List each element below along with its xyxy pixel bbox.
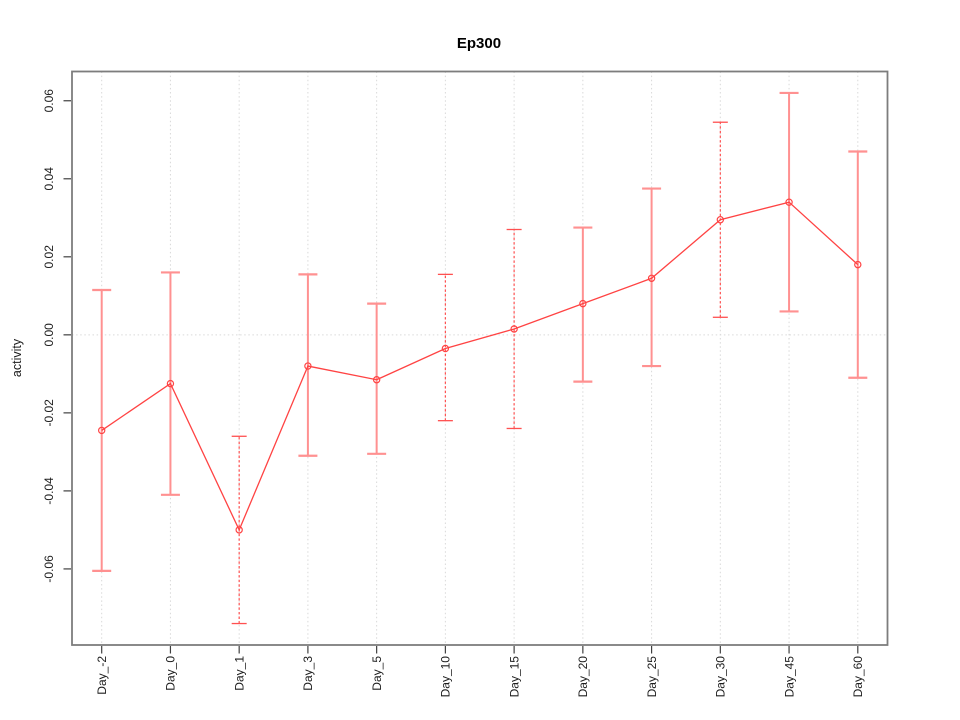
y-tick-label: -0.06	[42, 555, 56, 583]
x-tick-label: Day_15	[507, 656, 521, 698]
y-tick-label: 0.02	[42, 245, 56, 269]
data-point	[647, 274, 656, 282]
chart-title: Ep300	[457, 35, 501, 52]
x-tick-label: Day_1	[232, 656, 246, 691]
x-tick-label: Day_5	[370, 656, 384, 691]
x-tick-label: Day_45	[782, 656, 796, 698]
x-tick-label: Day_3	[301, 656, 315, 691]
data-point	[716, 216, 725, 224]
series-line	[101, 201, 859, 532]
y-tick-label: -0.02	[42, 399, 56, 427]
plot-border	[71, 70, 889, 646]
data-point	[304, 362, 312, 370]
y-tick-label: -0.04	[42, 477, 56, 505]
x-tick-label: Day_0	[164, 656, 178, 691]
data-point	[97, 426, 106, 435]
x-tick-label: Day_20	[576, 656, 590, 698]
x-tick-label: Day_30	[714, 656, 728, 698]
data-point	[166, 379, 175, 388]
x-tick-label: Day_60	[851, 656, 865, 698]
y-tick-label: 0.00	[42, 323, 56, 347]
data-point	[510, 325, 518, 333]
data-point	[441, 344, 450, 353]
data-point	[372, 376, 381, 384]
y-axis-label: activity	[10, 338, 24, 377]
y-tick-label: 0.04	[42, 167, 56, 191]
data-point	[854, 260, 862, 269]
y-tick-label: 0.06	[42, 89, 56, 113]
data-point	[235, 526, 243, 534]
x-tick-label: Day_25	[645, 656, 659, 698]
data-point	[785, 198, 793, 206]
x-tick-label: Day_-2	[95, 656, 109, 695]
data-point	[579, 299, 587, 308]
plot-area: Day_-2 Day_0 Day_1 Day_3 Day_5 Day_10 Day_15 Da…	[42, 70, 889, 698]
x-tick-label: Day_10	[439, 656, 453, 698]
